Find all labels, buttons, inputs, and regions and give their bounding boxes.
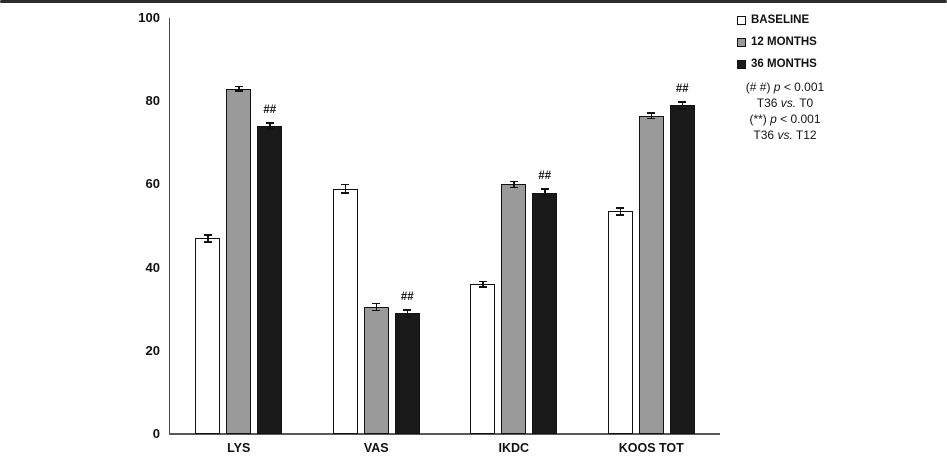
legend: BASELINE 12 MONTHS 36 MONTHS (# #) p < 0… (737, 9, 877, 143)
error-bar-line-baseline-vas (344, 183, 346, 194)
legend-item-12-months: 12 MONTHS (737, 31, 877, 53)
y-axis-line (168, 18, 170, 434)
error-bar-line-36-months-koos-tot (681, 101, 683, 110)
error-bar-cap-bottom-baseline-koos-tot (616, 214, 625, 216)
error-bar-cap-bottom-12-months-lys (234, 90, 243, 92)
error-bar-cap-top-36-months-koos-tot (678, 101, 687, 103)
error-bar-line-baseline-ikdc (482, 280, 484, 288)
error-bar-line-12-months-koos-tot (650, 112, 652, 120)
error-bar-cap-top-36-months-ikdc (540, 188, 549, 190)
error-bar-line-36-months-lys (269, 122, 271, 130)
error-bar-line-36-months-ikdc (544, 188, 546, 198)
x-axis-line (168, 433, 720, 435)
sig-label-36-months-lys: ## (263, 104, 277, 117)
error-bar-cap-bottom-baseline-ikdc (478, 286, 487, 288)
bar-baseline-lys (195, 238, 221, 434)
y-tick-label-40: 40 (145, 259, 160, 275)
error-bar-cap-bottom-36-months-vas (403, 316, 412, 318)
bar-36-months-lys (257, 126, 283, 434)
error-bar-cap-bottom-12-months-koos-tot (647, 117, 656, 120)
figure-top-border (0, 0, 947, 3)
sig-label-36-months-vas: ## (400, 291, 414, 304)
error-bar-cap-top-36-months-lys (265, 122, 274, 124)
error-bar-cap-bottom-12-months-vas (372, 309, 381, 312)
error-bar-line-12-months-lys (238, 85, 240, 92)
error-bar-cap-top-12-months-koos-tot (647, 112, 656, 114)
legend-swatch-12-months (737, 37, 746, 47)
y-tick-label-60: 60 (145, 176, 160, 192)
y-tick-label-0: 0 (152, 426, 160, 441)
error-bar-cap-top-baseline-koos-tot (616, 207, 625, 209)
bar-36-months-ikdc (532, 192, 558, 434)
error-bar-cap-top-baseline-lys (203, 234, 212, 236)
legend-item-36-months: 36 MONTHS (737, 53, 877, 75)
bar-12-months-lys (226, 88, 252, 434)
error-bar-cap-bottom-baseline-vas (341, 192, 350, 194)
error-bar-cap-bottom-36-months-koos-tot (678, 108, 687, 110)
legend-label-36-months: 36 MONTHS (751, 58, 817, 70)
x-category-label-ikdc: IKDC (498, 441, 530, 455)
error-bar-line-12-months-vas (375, 302, 377, 312)
error-bar-line-12-months-ikdc (513, 180, 515, 189)
bar-36-months-vas (394, 313, 420, 434)
legend-label-baseline: BASELINE (751, 14, 810, 26)
y-tick-label-80: 80 (145, 93, 160, 109)
error-bar-line-36-months-vas (406, 309, 408, 318)
sig-label-36-months-koos-tot: ## (675, 83, 689, 96)
error-bar-cap-top-36-months-vas (403, 309, 412, 311)
bar-12-months-koos-tot (638, 115, 664, 434)
note-line: (# #) p < 0.001 (745, 80, 825, 94)
note-line: (**) p < 0.001 (749, 112, 821, 126)
note-line: T36 vs. T12 (753, 128, 817, 142)
legend-swatch-36-months (737, 59, 746, 69)
legend-label-12-months: 12 MONTHS (751, 36, 817, 48)
error-bar-cap-top-12-months-vas (372, 302, 381, 305)
x-category-label-lys: LYS (227, 441, 251, 455)
error-bar-cap-bottom-36-months-ikdc (540, 195, 549, 198)
error-bar-cap-top-baseline-vas (341, 183, 350, 186)
bar-36-months-koos-tot (669, 105, 695, 434)
error-bar-cap-bottom-36-months-lys (265, 128, 274, 130)
legend-item-baseline: BASELINE (737, 9, 877, 31)
error-bar-cap-bottom-baseline-lys (203, 241, 212, 243)
error-bar-cap-top-12-months-ikdc (509, 180, 518, 183)
significance-notes: (# #) p < 0.001 T36 vs. T0 (**) p < 0.001 T… (737, 79, 833, 143)
error-bar-cap-top-12-months-lys (234, 85, 243, 88)
bar-12-months-vas (363, 307, 389, 434)
error-bar-line-baseline-koos-tot (619, 207, 621, 216)
legend-swatch-baseline (737, 15, 746, 25)
bar-baseline-koos-tot (607, 211, 633, 434)
x-category-label-vas: VAS (363, 441, 389, 455)
y-tick-label-20: 20 (145, 342, 160, 358)
error-bar-cap-top-baseline-ikdc (478, 280, 487, 283)
y-tick-label-100: 100 (138, 10, 160, 25)
bar-baseline-vas (332, 188, 358, 434)
error-bar-cap-bottom-12-months-ikdc (509, 186, 518, 189)
note-line: T36 vs. T0 (756, 96, 814, 110)
sig-label-36-months-ikdc: ## (538, 170, 552, 183)
error-bar-line-baseline-lys (207, 234, 209, 243)
bar-baseline-ikdc (470, 284, 496, 434)
x-category-label-koos-tot: KOOS TOT (618, 441, 684, 455)
bar-12-months-ikdc (501, 184, 527, 434)
